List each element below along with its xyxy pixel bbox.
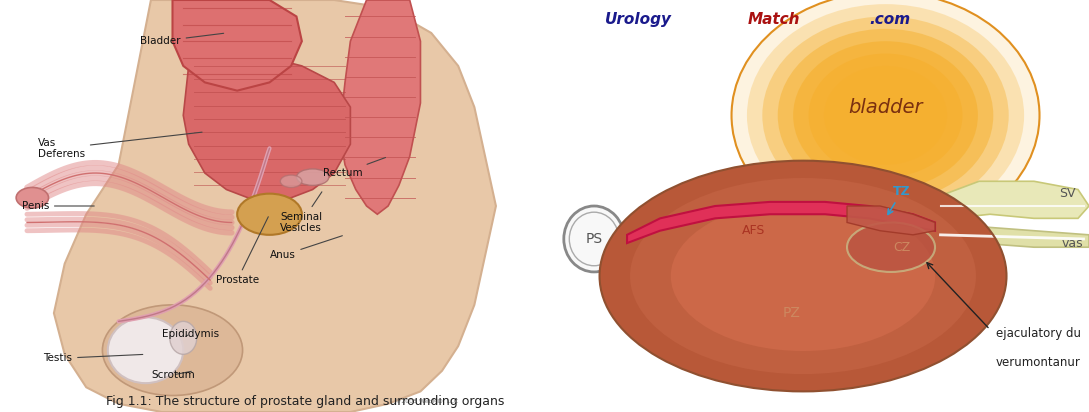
- Ellipse shape: [847, 222, 935, 272]
- Ellipse shape: [170, 321, 197, 354]
- Polygon shape: [935, 181, 1089, 218]
- Text: Anus: Anus: [269, 236, 342, 260]
- Text: Penis: Penis: [22, 201, 95, 211]
- Polygon shape: [340, 0, 420, 214]
- Ellipse shape: [793, 41, 978, 190]
- Ellipse shape: [840, 78, 932, 152]
- Text: Urology: Urology: [605, 12, 672, 27]
- Ellipse shape: [631, 178, 976, 374]
- Ellipse shape: [296, 169, 329, 185]
- Text: TZ: TZ: [888, 185, 910, 214]
- Polygon shape: [847, 206, 935, 235]
- Polygon shape: [53, 0, 495, 412]
- Text: Fig 1.1: The structure of prostate gland and surrounding organs: Fig 1.1: The structure of prostate gland…: [106, 395, 504, 408]
- Text: Epididymis: Epididymis: [161, 329, 219, 339]
- Text: verumontanur: verumontanur: [995, 356, 1080, 369]
- Ellipse shape: [108, 317, 183, 383]
- Text: Bladder: Bladder: [140, 33, 223, 46]
- Ellipse shape: [808, 54, 963, 177]
- Text: vas: vas: [1062, 236, 1084, 250]
- Ellipse shape: [824, 66, 947, 165]
- Polygon shape: [935, 222, 1089, 247]
- Ellipse shape: [564, 206, 624, 272]
- Ellipse shape: [671, 201, 935, 351]
- Ellipse shape: [600, 161, 1006, 391]
- Ellipse shape: [778, 29, 993, 202]
- Ellipse shape: [732, 0, 1040, 239]
- Text: Testis: Testis: [44, 353, 143, 363]
- Text: Match: Match: [748, 12, 800, 27]
- Text: ejaculatory du: ejaculatory du: [995, 327, 1080, 340]
- Text: Prostate: Prostate: [216, 217, 268, 285]
- Ellipse shape: [102, 305, 243, 396]
- Polygon shape: [183, 58, 351, 198]
- Text: PZ: PZ: [783, 306, 802, 320]
- Ellipse shape: [16, 187, 49, 208]
- Ellipse shape: [747, 4, 1024, 227]
- Text: .com: .com: [869, 12, 910, 27]
- Ellipse shape: [237, 194, 302, 235]
- Text: CZ: CZ: [893, 241, 910, 254]
- Text: Scrotum: Scrotum: [151, 370, 195, 380]
- Text: PS: PS: [586, 232, 602, 246]
- Text: ©2008 WebMD, LLC: ©2008 WebMD, LLC: [395, 399, 458, 404]
- Text: Rectum: Rectum: [323, 157, 386, 178]
- Text: Vas
Deferens: Vas Deferens: [38, 132, 203, 159]
- Text: SV: SV: [1059, 187, 1075, 200]
- Ellipse shape: [280, 175, 302, 187]
- Text: AFS: AFS: [742, 224, 766, 237]
- Ellipse shape: [762, 16, 1008, 214]
- Text: bladder: bladder: [848, 98, 922, 117]
- Polygon shape: [172, 0, 302, 91]
- Polygon shape: [627, 202, 935, 243]
- Text: Seminal
Vesicles: Seminal Vesicles: [280, 192, 322, 233]
